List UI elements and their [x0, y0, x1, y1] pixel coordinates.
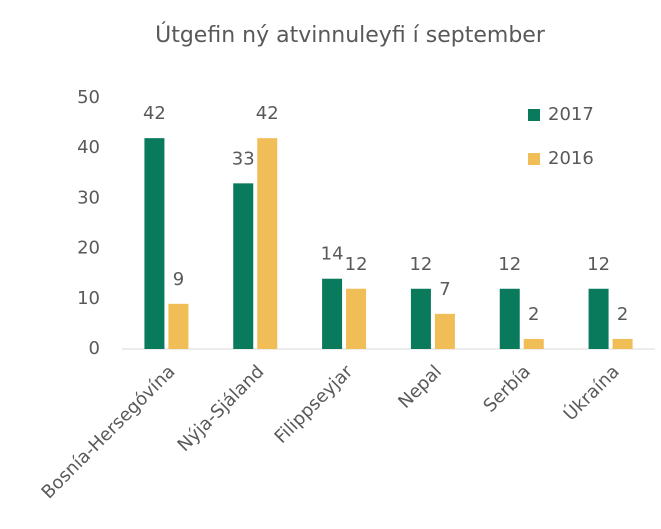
legend-swatch [528, 109, 540, 121]
data-label: 7 [439, 279, 450, 300]
x-tick-label: Nýja-Sjáland [174, 361, 269, 456]
bar [168, 303, 189, 349]
data-label: 42 [143, 103, 166, 124]
bar [499, 288, 520, 349]
data-label: 2 [528, 304, 539, 325]
data-label: 14 [321, 244, 344, 265]
bar [612, 338, 633, 349]
chart-title: Útgefin ný atvinnuleyfi í september [155, 22, 546, 48]
x-tick-label: Serbía [479, 361, 534, 416]
data-label: 2 [617, 304, 628, 325]
bar [257, 138, 278, 349]
x-tick-label: Nepal [394, 361, 446, 413]
bar [588, 288, 609, 349]
x-tick-label: Bosnía-Hersegóvína [38, 361, 180, 503]
y-tick-label: 20 [77, 238, 100, 259]
bar [410, 288, 431, 349]
bar [434, 313, 455, 349]
data-label: 42 [256, 103, 279, 124]
legend-label: 2016 [548, 148, 594, 169]
data-label: 12 [498, 254, 521, 275]
x-tick-label: Filippseyjar [271, 361, 358, 448]
bar [523, 338, 544, 349]
y-tick-label: 50 [77, 87, 100, 108]
bar [233, 183, 254, 349]
y-tick-label: 30 [77, 187, 100, 208]
y-tick-label: 40 [77, 137, 100, 158]
data-label: 33 [232, 148, 255, 169]
data-label: 9 [173, 269, 184, 290]
legend-label: 2017 [548, 104, 594, 125]
data-label: 12 [587, 254, 610, 275]
bar [144, 138, 165, 349]
x-tick-label: Úkraína [559, 361, 624, 426]
data-label: 12 [409, 254, 432, 275]
y-tick-label: 0 [89, 338, 100, 359]
bar [346, 288, 367, 349]
data-label: 12 [345, 254, 368, 275]
legend-swatch [528, 153, 540, 165]
bar [322, 278, 343, 349]
y-tick-label: 10 [77, 288, 100, 309]
